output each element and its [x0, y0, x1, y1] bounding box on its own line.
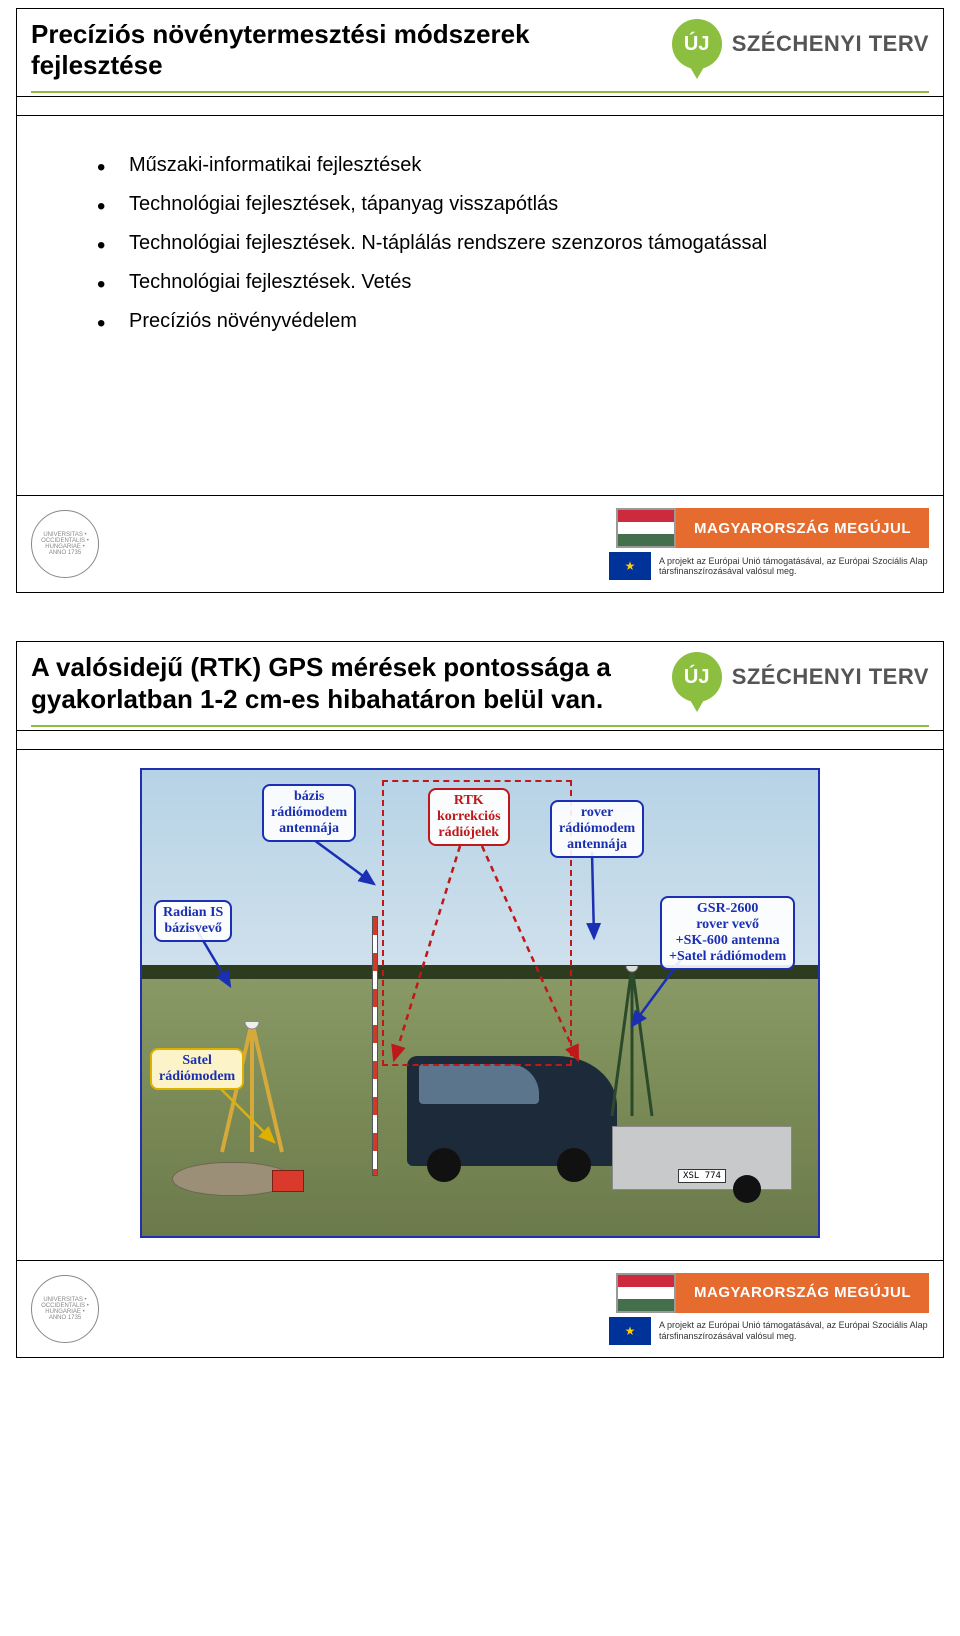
rtk-gps-diagram: XSL 774	[140, 768, 820, 1238]
header-green-rule	[31, 725, 929, 727]
footer-right-block: MAGYARORSZÁG MEGÚJUL ★ A projekt az Euró…	[609, 1273, 929, 1345]
trailer-icon: XSL 774	[612, 1126, 792, 1190]
diagram-arrow	[394, 846, 460, 1060]
header-thin-rule	[17, 96, 943, 97]
diagram-arrow	[592, 852, 594, 938]
license-plate: XSL 774	[678, 1169, 726, 1183]
slide-1-title: Precíziós növénytermesztési módszerek fe…	[31, 19, 611, 81]
uj-badge-text: ÚJ	[684, 666, 710, 689]
diagram-label-rover_antenna: roverrádiómodemantennája	[550, 800, 644, 858]
diagram-label-rtk: RTKkorrekciósrádiójelek	[428, 788, 510, 846]
tripod-icon	[212, 1022, 292, 1162]
szechenyi-brand-text: SZÉCHENYI TERV	[732, 664, 929, 690]
university-seal-icon: UNIVERSITAS • OCCIDENTALIS • HUNGARIAE •…	[31, 510, 99, 578]
university-seal-icon: UNIVERSITAS • OCCIDENTALIS • HUNGARIAE •…	[31, 1275, 99, 1343]
rover-tripod-icon	[602, 966, 662, 1126]
slide-1-body: Műszaki-informatikai fejlesztések Techno…	[17, 115, 943, 495]
diagram-arrow	[314, 840, 374, 884]
footer-caption-row: ★ A projekt az Európai Unió támogatásáva…	[609, 1317, 929, 1345]
survey-pole-icon	[372, 916, 378, 1176]
uj-badge-icon: ÚJ	[672, 19, 722, 69]
red-case-icon	[272, 1170, 304, 1192]
list-item: Technológiai fejlesztések. Vetés	[97, 263, 903, 302]
diagram-label-bazis_antenna: bázisrádiómodemantennája	[262, 784, 356, 842]
eu-flag-icon: ★	[609, 1317, 651, 1345]
szechenyi-logo: ÚJ SZÉCHENYI TERV	[672, 19, 929, 69]
flags-row: MAGYARORSZÁG MEGÚJUL	[616, 1273, 929, 1313]
footer-caption-text: A projekt az Európai Unió támogatásával,…	[659, 1320, 929, 1342]
uj-badge-text: ÚJ	[684, 33, 710, 56]
slide-2-header: A valósidejű (RTK) GPS mérések pontosság…	[17, 642, 943, 718]
megujul-bar: MAGYARORSZÁG MEGÚJUL	[676, 1273, 929, 1313]
flags-row: MAGYARORSZÁG MEGÚJUL	[616, 508, 929, 548]
uj-badge-icon: ÚJ	[672, 652, 722, 702]
szechenyi-logo: ÚJ SZÉCHENYI TERV	[672, 652, 929, 702]
slide-2-title: A valósidejű (RTK) GPS mérések pontosság…	[31, 652, 611, 714]
slide-2-footer: UNIVERSITAS • OCCIDENTALIS • HUNGARIAE •…	[17, 1260, 943, 1357]
header-thin-rule	[17, 730, 943, 731]
pickup-truck-icon	[407, 1056, 617, 1166]
uj-pin-icon	[690, 700, 704, 712]
slide-1-header: Precíziós növénytermesztési módszerek fe…	[17, 9, 943, 85]
slide-1: Precíziós növénytermesztési módszerek fe…	[16, 8, 944, 593]
slide-2-body: XSL 774	[17, 749, 943, 1260]
list-item: Műszaki-informatikai fejlesztések	[97, 146, 903, 185]
diagram-label-satel: Satelrádiómodem	[150, 1048, 244, 1090]
diagram-arrow	[482, 846, 578, 1060]
hungary-flag-icon	[616, 1273, 676, 1313]
eu-flag-icon: ★	[609, 552, 651, 580]
slide-2: A valósidejű (RTK) GPS mérések pontosság…	[16, 641, 944, 1357]
slide-1-bullets: Műszaki-informatikai fejlesztések Techno…	[97, 146, 903, 341]
szechenyi-brand-text: SZÉCHENYI TERV	[732, 31, 929, 57]
diagram-label-radian: Radian ISbázisvevő	[154, 900, 232, 942]
header-green-rule	[31, 91, 929, 93]
footer-caption-text: A projekt az Európai Unió támogatásával,…	[659, 556, 929, 578]
uj-pin-icon	[690, 67, 704, 79]
diagram-label-gsr: GSR-2600rover vevő+SK-600 antenna+Satel …	[660, 896, 795, 970]
megujul-bar: MAGYARORSZÁG MEGÚJUL	[676, 508, 929, 548]
list-item: Technológiai fejlesztések, tápanyag viss…	[97, 185, 903, 224]
footer-caption-row: ★ A projekt az Európai Unió támogatásáva…	[609, 552, 929, 580]
footer-right-block: MAGYARORSZÁG MEGÚJUL ★ A projekt az Euró…	[609, 508, 929, 580]
list-item: Technológiai fejlesztések. N-táplálás re…	[97, 224, 903, 263]
slide-1-footer: UNIVERSITAS • OCCIDENTALIS • HUNGARIAE •…	[17, 495, 943, 592]
hungary-flag-icon	[616, 508, 676, 548]
list-item: Precíziós növényvédelem	[97, 302, 903, 341]
